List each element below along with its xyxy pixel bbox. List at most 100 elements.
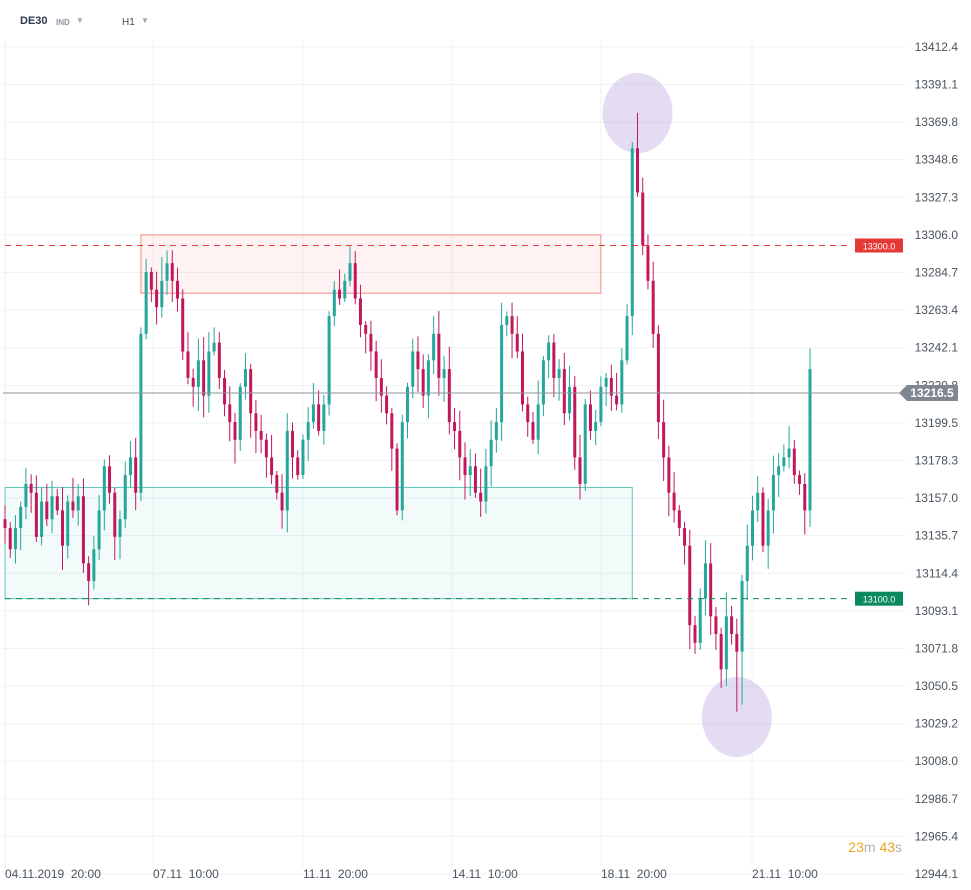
candle-body [615, 395, 619, 405]
candle [698, 588, 702, 650]
candle-body [693, 625, 697, 643]
y-tick-label: 13306.0 [915, 228, 959, 242]
candle-body [249, 369, 253, 414]
candle [620, 348, 624, 413]
candle-body [484, 466, 488, 502]
candle-body [463, 457, 467, 476]
candle [291, 422, 294, 479]
candle-body [385, 395, 389, 414]
candle [709, 543, 713, 635]
candle-body [792, 448, 796, 476]
candle-body [228, 404, 232, 423]
symbol-label[interactable]: DE30 [20, 15, 48, 27]
candle-body [751, 510, 754, 546]
level-tag [855, 238, 903, 253]
candle-body [123, 475, 127, 520]
y-tick-label: 13114.4 [916, 566, 959, 580]
candle [594, 410, 598, 446]
chevron-down-icon[interactable]: ▼ [76, 16, 84, 25]
candle-body [81, 496, 85, 564]
candle-body [526, 404, 530, 423]
candle [353, 251, 357, 305]
candle [390, 408, 394, 471]
y-tick-label: 13412.4 [915, 40, 959, 54]
candle-body [3, 519, 7, 529]
chevron-down-icon[interactable]: ▼ [141, 16, 149, 25]
candle [416, 336, 420, 392]
x-tick-label: 04.11.2019 20:00 [5, 867, 101, 881]
y-tick-label: 13284.7 [915, 266, 959, 280]
candle-body [327, 316, 331, 405]
candle-body [149, 271, 153, 290]
candle [735, 618, 739, 712]
candle-body [128, 457, 132, 476]
y-tick-label: 13093.1 [915, 604, 959, 618]
candle [494, 407, 498, 453]
candle [176, 267, 179, 312]
candle [583, 399, 587, 491]
candle-countdown-timer: 23m 43s [848, 839, 902, 855]
candle-body [196, 360, 200, 387]
candle-body [479, 492, 483, 502]
candle [625, 304, 629, 365]
candle [322, 394, 326, 445]
candle-body [411, 351, 415, 387]
resistance-zone [140, 234, 602, 294]
candle-body [641, 192, 645, 246]
candle [588, 390, 592, 440]
candle-body [369, 333, 373, 352]
candle [264, 433, 268, 478]
candle-body [212, 342, 216, 352]
candle [134, 437, 138, 511]
candle-body [683, 528, 687, 546]
candle-body [71, 501, 75, 511]
candle [254, 400, 258, 453]
candle-body [223, 377, 227, 405]
x-tick-label: 21.11 10:00 [752, 867, 818, 881]
candle-body [374, 351, 378, 378]
candle-body [160, 280, 164, 308]
candle [149, 267, 153, 302]
candle [45, 483, 49, 527]
candle [19, 501, 23, 551]
current-price-label: 13216.5 [910, 386, 954, 400]
candle-body [270, 457, 274, 476]
x-tick-label: 11.11 20:00 [303, 867, 368, 881]
candle-body [677, 510, 681, 529]
candle [526, 396, 530, 437]
candle [442, 355, 446, 402]
candle-body [66, 501, 70, 546]
candle [228, 386, 232, 442]
candle-body [562, 369, 566, 414]
candle-body [108, 466, 112, 493]
candle [348, 246, 352, 287]
candle [719, 627, 723, 688]
candle-body [285, 430, 289, 511]
candle [24, 467, 28, 520]
candle-body [379, 377, 383, 396]
candle [615, 372, 619, 411]
candle [552, 334, 556, 398]
candle [792, 439, 796, 484]
candle-body [557, 369, 561, 378]
candle-body [583, 404, 587, 484]
candle-body [724, 616, 728, 670]
candle-body [191, 377, 195, 387]
candle-body [740, 581, 744, 652]
timeframe-selector[interactable]: H1 [122, 17, 135, 28]
candle-body [364, 324, 368, 334]
y-axis: 13412.4 13391.1 13369.8 13348.6 13327.3 13306… [915, 40, 959, 881]
y-tick-label: 13135.7 [915, 529, 959, 543]
candle [798, 470, 802, 495]
candle-body [61, 510, 64, 546]
candle-body [620, 360, 624, 405]
candle-body [651, 280, 655, 334]
candle [270, 434, 274, 485]
candle [71, 477, 75, 518]
candle [249, 363, 253, 438]
level-tag [855, 591, 903, 606]
y-tick-label: 13050.5 [915, 679, 959, 693]
candle-body [34, 492, 38, 537]
candle [395, 443, 399, 516]
